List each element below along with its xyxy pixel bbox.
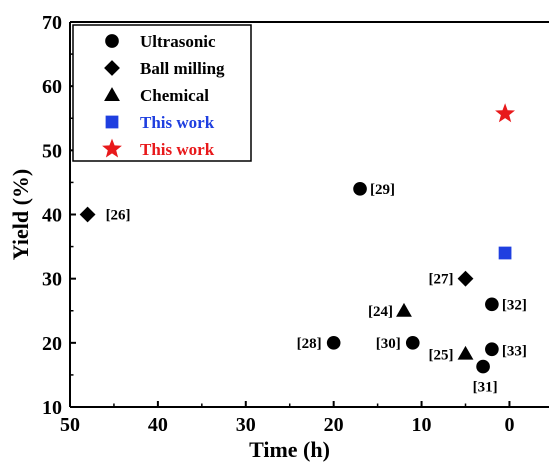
- data-point-circle: [485, 342, 499, 357]
- data-point-label: [29]: [370, 182, 395, 198]
- legend-entry-label: Chemical: [140, 86, 209, 105]
- y-axis-title: Yield (%): [8, 169, 33, 260]
- x-axis-title: Time (h): [249, 437, 330, 462]
- data-point-circle: [405, 336, 420, 350]
- y-tick-label: 10: [42, 397, 62, 419]
- legend-marker-diamond: [104, 60, 120, 76]
- data-point-label: [32]: [502, 297, 527, 313]
- y-tick-label: 50: [42, 140, 62, 162]
- legend-box: [72, 24, 252, 162]
- data-point-label: [33]: [502, 343, 527, 359]
- data-point-diamond: [79, 206, 96, 223]
- legend-entry-label: Ball milling: [140, 59, 225, 78]
- x-tick-label: 50: [60, 414, 80, 436]
- data-point-star: [495, 103, 515, 123]
- y-tick-label: 70: [42, 12, 62, 34]
- y-tick-label: 30: [42, 269, 62, 291]
- y-tick-label: 20: [42, 333, 62, 355]
- x-tick-label: 20: [324, 414, 344, 436]
- data-point-triangle: [396, 302, 412, 317]
- data-point-circle: [353, 182, 367, 196]
- x-tick-label: 10: [412, 414, 432, 436]
- x-tick-label: 0: [504, 414, 514, 436]
- data-point-diamond: [457, 270, 474, 287]
- legend-marker-triangle: [104, 87, 120, 101]
- legend-marker-circle: [105, 34, 119, 48]
- data-point-label: [24]: [368, 304, 393, 320]
- data-point-circle: [485, 297, 499, 312]
- data-point-triangle: [457, 345, 474, 360]
- x-tick-label: 30: [236, 414, 256, 436]
- legend: Ultrasonic Ball milling Chemical This work T…: [72, 24, 252, 162]
- data-point-label: [27]: [429, 272, 454, 288]
- y-tick-label: 40: [42, 205, 62, 227]
- data-point-label: [25]: [429, 348, 454, 364]
- data-point-label: [30]: [376, 336, 401, 352]
- legend-entry-label: This work: [140, 140, 215, 159]
- x-tick-label: 40: [148, 414, 168, 436]
- y-tick-label: 60: [42, 76, 62, 98]
- legend-entry-label: Ultrasonic: [140, 32, 216, 51]
- data-point-label: [28]: [297, 336, 322, 352]
- legend-marker-star: [102, 138, 122, 158]
- data-point-circle: [326, 336, 341, 350]
- data-point-circle: [476, 359, 490, 374]
- data-point-square: [498, 246, 512, 260]
- legend-entry-label: This work: [140, 113, 215, 132]
- legend-marker-square: [105, 115, 119, 129]
- data-point-label: [31]: [473, 380, 498, 396]
- data-point-label: [26]: [106, 208, 131, 224]
